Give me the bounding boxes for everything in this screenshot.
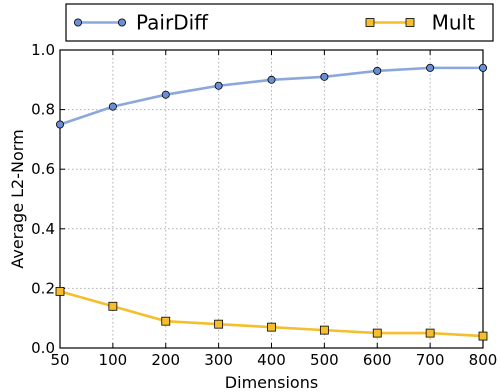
data-point-pairdiff <box>214 81 223 90</box>
legend: PairDiff Mult <box>65 3 494 42</box>
data-point-pairdiff <box>56 120 65 129</box>
data-point-mult <box>161 316 171 326</box>
data-point-mult <box>425 328 435 338</box>
data-point-mult <box>108 301 118 311</box>
data-point-pairdiff <box>478 63 487 72</box>
x-tick-label: 500 <box>310 351 339 369</box>
x-tick-label: 300 <box>204 351 233 369</box>
legend-label-pairdiff: PairDiff <box>136 11 209 35</box>
data-point-pairdiff <box>426 63 435 72</box>
legend-box <box>65 3 494 42</box>
data-point-mult <box>214 319 224 329</box>
y-tick-label: 0.6 <box>31 160 55 178</box>
x-tick-label: 50 <box>50 351 69 369</box>
series-mult <box>55 286 488 341</box>
legend-marker-mult <box>365 18 375 27</box>
axis-ticks: 50 100 200 300 400 500 600 700 800 0.0 0.2 0.4 0.6 0.… <box>31 41 497 369</box>
legend-marker-mult <box>405 18 415 27</box>
x-tick-label: 400 <box>257 351 286 369</box>
legend-entry-mult: Mult <box>365 11 475 35</box>
y-tick-label: 0.2 <box>31 279 55 297</box>
legend-marker-pairdiff <box>74 18 83 27</box>
y-axis-title: Average L2-Norm <box>8 129 27 268</box>
data-series <box>55 63 488 341</box>
data-point-mult <box>319 325 329 335</box>
y-tick-label: 0.0 <box>31 339 55 357</box>
data-point-pairdiff <box>161 90 170 99</box>
data-point-mult <box>372 328 382 338</box>
data-point-pairdiff <box>320 72 329 81</box>
data-point-pairdiff <box>267 75 276 84</box>
data-point-mult <box>267 322 276 332</box>
y-tick-label: 0.4 <box>31 220 55 238</box>
legend-entries: PairDiff Mult <box>74 11 475 35</box>
x-tick-label: 100 <box>99 351 128 369</box>
x-axis-title: Dimensions <box>225 373 318 392</box>
legend-label-mult: Mult <box>432 11 475 35</box>
x-tick-label: 800 <box>469 351 498 369</box>
legend-marker-pairdiff <box>118 18 127 27</box>
y-tick-label: 1.0 <box>31 41 55 59</box>
grid-lines <box>60 50 483 348</box>
x-tick-label: 700 <box>416 351 445 369</box>
data-point-mult <box>478 331 488 341</box>
data-point-mult <box>55 286 65 296</box>
y-tick-label: 0.8 <box>31 101 55 119</box>
legend-entry-pairdiff: PairDiff <box>74 11 209 35</box>
series-pairdiff <box>56 63 487 129</box>
x-tick-label: 600 <box>363 351 392 369</box>
x-tick-label: 200 <box>151 351 180 369</box>
data-point-pairdiff <box>108 102 117 111</box>
data-point-pairdiff <box>373 66 382 75</box>
